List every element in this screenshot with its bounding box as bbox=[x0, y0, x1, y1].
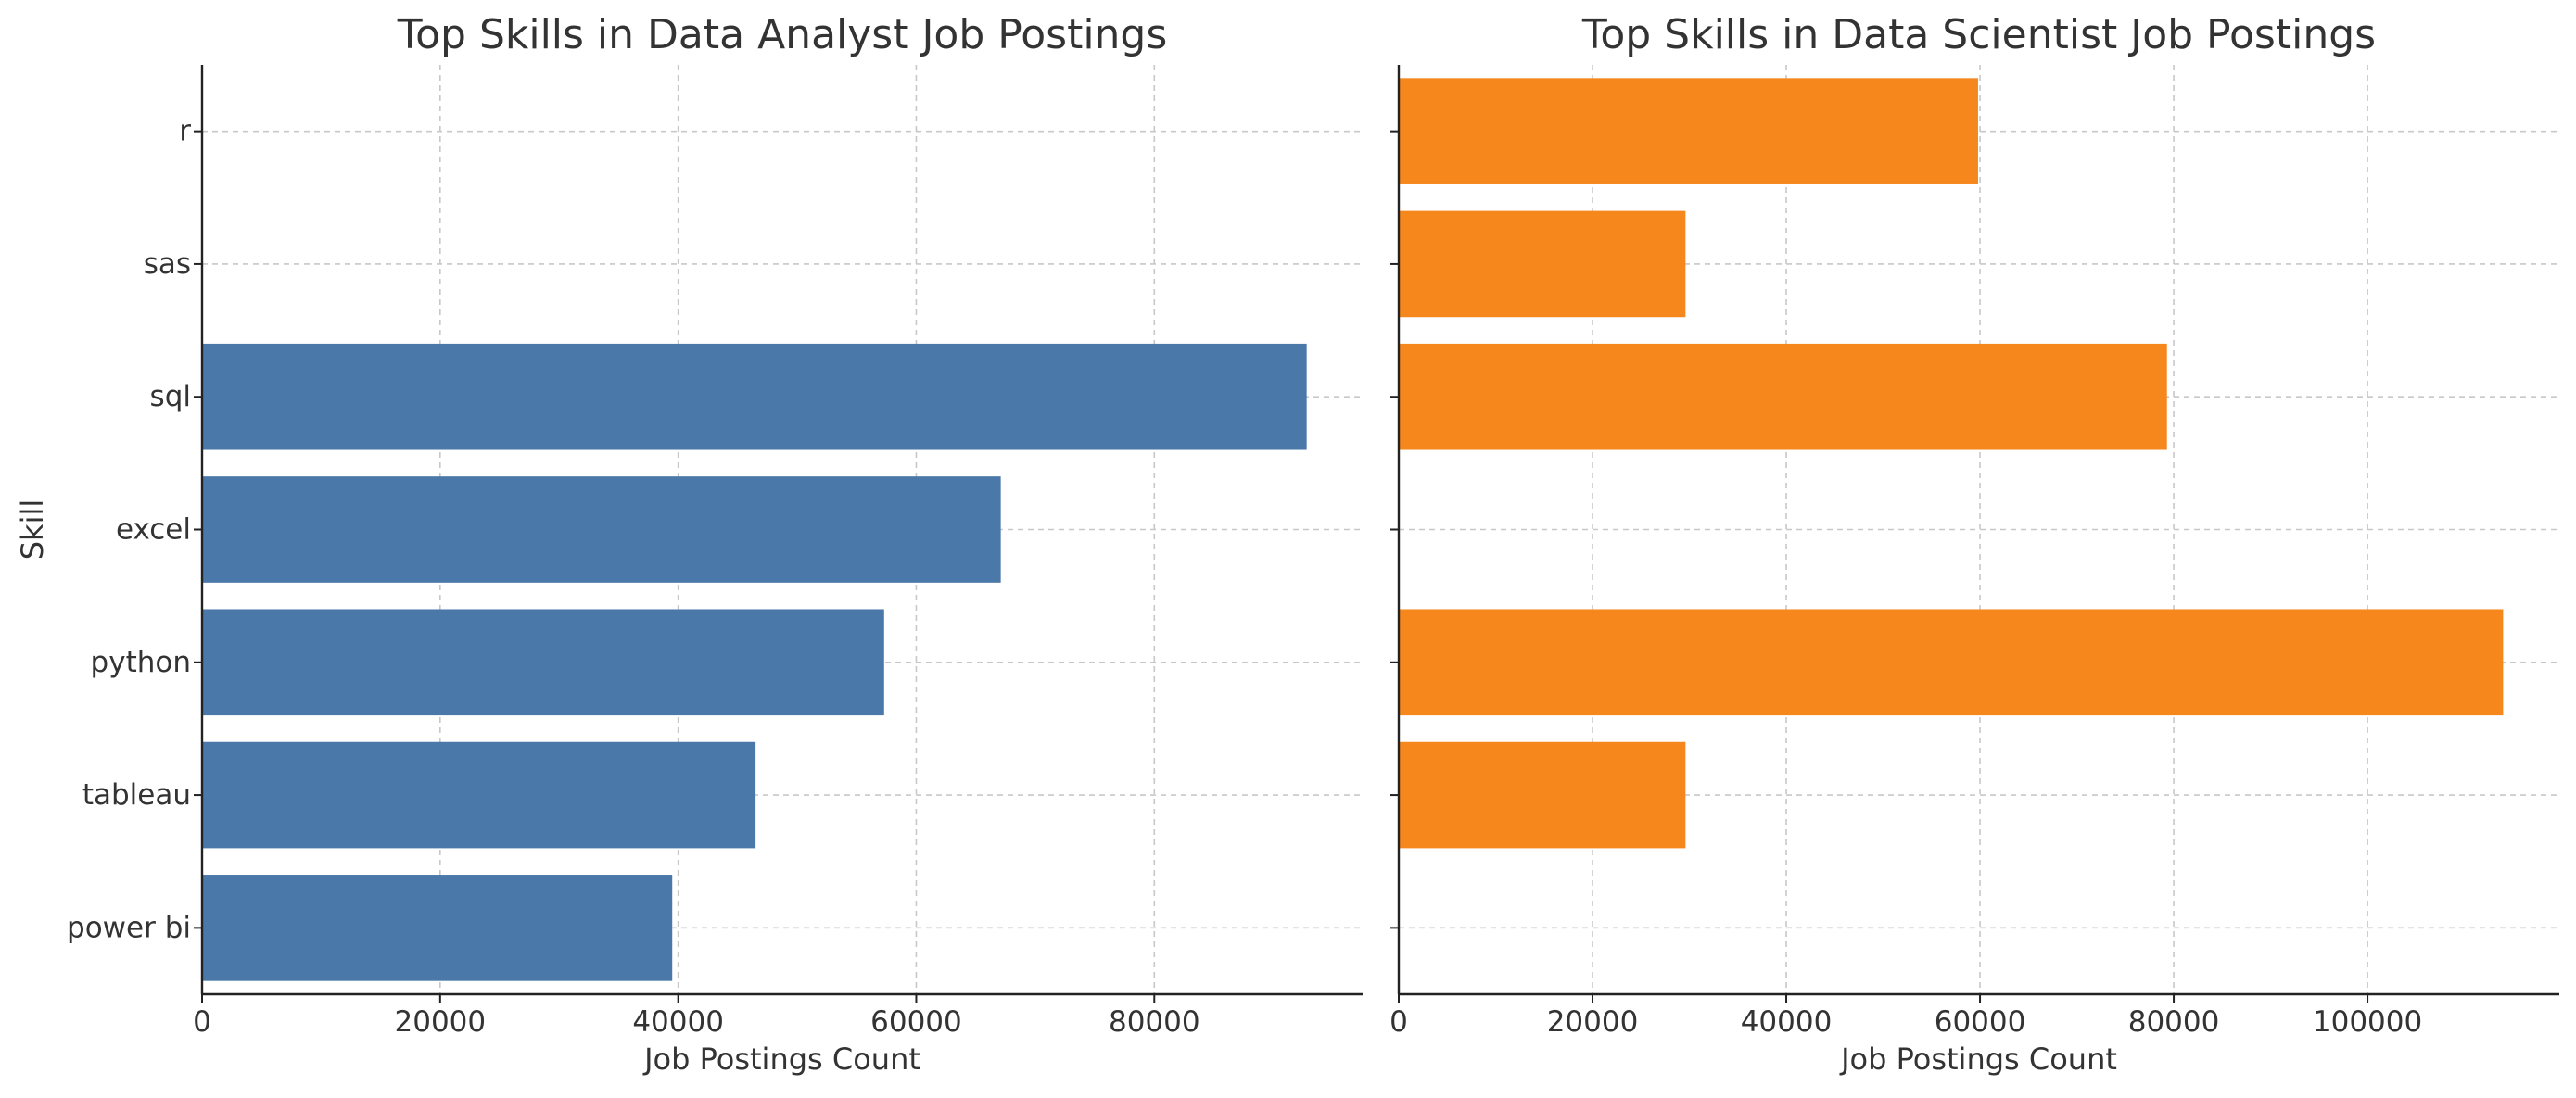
bar-sas bbox=[1399, 210, 1686, 318]
x-tick-label: 80000 bbox=[2128, 1005, 2220, 1039]
x-axis-label: Job Postings Count bbox=[1839, 1041, 2117, 1077]
bar-excel bbox=[202, 476, 1001, 583]
x-tick-label: 20000 bbox=[1547, 1005, 1639, 1039]
bar-tableau bbox=[1399, 741, 1686, 849]
chart-title: Top Skills in Data Scientist Job Posting… bbox=[1581, 11, 2376, 58]
x-tick-label: 60000 bbox=[1935, 1005, 2026, 1039]
x-tick-label: 20000 bbox=[395, 1005, 487, 1039]
bar-python bbox=[1399, 609, 2504, 716]
y-tick-label: python bbox=[91, 646, 191, 679]
chart-panel-1: r sas sql excel python tableau power bi 0 20000 4… bbox=[15, 11, 1363, 1077]
bar-power-bi bbox=[202, 875, 673, 981]
y-tick-label: r bbox=[179, 115, 191, 148]
x-tick-label: 100000 bbox=[2313, 1005, 2422, 1039]
x-tick-label: 0 bbox=[1390, 1005, 1408, 1039]
x-tick-label: 40000 bbox=[632, 1005, 724, 1039]
y-tick-label: power bi bbox=[67, 911, 191, 944]
x-tick-label: 60000 bbox=[870, 1005, 962, 1039]
y-tick-label: sas bbox=[144, 247, 191, 281]
bar-sql bbox=[1399, 343, 2167, 450]
x-tick-label: 0 bbox=[193, 1005, 211, 1039]
bar-python bbox=[202, 609, 884, 716]
x-axis-label: Job Postings Count bbox=[642, 1041, 920, 1077]
y-tick-label: sql bbox=[150, 380, 191, 413]
x-tick-label: 40000 bbox=[1741, 1005, 1833, 1039]
bar-sql bbox=[202, 343, 1307, 450]
bar-tableau bbox=[202, 741, 756, 849]
y-tick-label: tableau bbox=[82, 778, 191, 812]
y-axis-label: Skill bbox=[15, 499, 50, 561]
x-tick-label: 80000 bbox=[1109, 1005, 1200, 1039]
chart-title: Top Skills in Data Analyst Job Postings bbox=[397, 11, 1168, 58]
y-tick-label: excel bbox=[116, 513, 191, 547]
bar-r bbox=[1399, 78, 1978, 184]
chart-panel-2: 0 20000 40000 60000 80000 100000 Top Skills in… bbox=[1390, 11, 2559, 1077]
